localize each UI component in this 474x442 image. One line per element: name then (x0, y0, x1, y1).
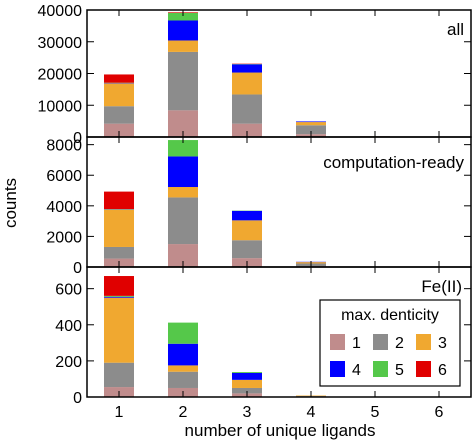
legend-label-2: 2 (395, 335, 404, 352)
legend-label-6: 6 (438, 362, 447, 379)
bar-segment-1-denticity-2 (104, 246, 134, 259)
bar-segment-2-denticity-5 (168, 140, 198, 157)
bar-segment-3-denticity-4 (232, 210, 262, 221)
bar-segment-1-denticity-2 (104, 362, 134, 388)
x-tick-label: 1 (115, 404, 124, 421)
bar-segment-4-denticity-3 (296, 122, 326, 126)
bar-segment-3-denticity-5 (232, 372, 262, 373)
bar-segment-2-denticity-2 (168, 51, 198, 111)
panel-1: 0 10000 20000 30000 40000 all (38, 3, 472, 147)
bar-segment-1-denticity-6 (104, 276, 134, 296)
x-tick-label: 2 (179, 404, 188, 421)
legend-label-3: 3 (438, 335, 447, 352)
legend-swatch-4 (330, 361, 345, 377)
bar-segment-1-denticity-3 (104, 83, 134, 107)
panel-label: Fe(II) (421, 277, 462, 296)
panel-2: 0 2000 4000 6000 8000 computation-ready (46, 136, 472, 277)
bar-segment-3-denticity-3 (232, 220, 262, 241)
x-tick-label: 5 (371, 404, 380, 421)
y-tick-label: 0 (73, 130, 82, 147)
panel-3: 0 200 400 600 Fe(II) (55, 266, 472, 407)
bar-segment-3-denticity-1 (232, 123, 262, 137)
bar-segment-3-denticity-4 (232, 64, 262, 73)
bar-segment-3-denticity-3 (232, 379, 262, 388)
panel-frame (86, 266, 472, 398)
bar-segment-2-denticity-5 (168, 12, 198, 21)
y-tick-label: 600 (55, 282, 82, 299)
x-tick-label: 3 (243, 404, 252, 421)
y-tick-label: 0 (73, 390, 82, 407)
y-tick-label: 400 (55, 318, 82, 335)
y-tick-label: 30000 (38, 35, 83, 52)
bar-segment-4-denticity-4 (296, 121, 326, 123)
bar-segment-3-denticity-2 (232, 240, 262, 259)
panels: 010000200003000040000all0200040006000800… (38, 3, 472, 421)
bar-segment-2-denticity-3 (168, 187, 198, 198)
x-tick-label: 4 (307, 404, 316, 421)
legend-swatch-1 (330, 334, 345, 350)
y-tick-label: 2000 (46, 229, 82, 246)
legend-swatch-5 (373, 361, 388, 377)
bar-segment-1-denticity-2 (104, 106, 134, 124)
bar-segment-2-denticity-4 (168, 20, 198, 41)
bar-segment-2-denticity-5 (168, 322, 198, 344)
panel-label: computation-ready (323, 153, 464, 172)
legend: max. denticity 1 2 3 4 5 6 (319, 299, 461, 387)
y-tick-label: 40000 (38, 3, 83, 20)
y-tick-label: 8000 (46, 138, 82, 155)
bar-segment-1-denticity-6 (104, 191, 134, 210)
bar-segment-2-denticity-3 (168, 40, 198, 52)
legend-label-4: 4 (352, 362, 361, 379)
bar-segment-2-denticity-1 (168, 244, 198, 267)
y-tick-label: 6000 (46, 168, 82, 185)
legend-label-1: 1 (352, 335, 361, 352)
bar-segment-3-denticity-3 (232, 72, 262, 95)
panel-frame (86, 9, 472, 138)
bar-segment-3-denticity-2 (232, 94, 262, 124)
legend-swatch-3 (416, 334, 431, 350)
y-tick-label: 10000 (38, 98, 83, 115)
bar-segment-1-denticity-3 (104, 297, 134, 363)
panel-label: all (447, 20, 464, 39)
y-tick-label: 0 (73, 260, 82, 277)
legend-swatch-6 (416, 361, 431, 377)
bar-segment-3-denticity-4 (232, 372, 262, 380)
bar-segment-4-denticity-2 (296, 125, 326, 135)
bar-segment-1-denticity-4 (104, 296, 134, 298)
bar-segment-3-denticity-2 (232, 387, 262, 394)
legend-title: max. denticity (341, 307, 439, 324)
y-axis-label: counts (1, 178, 20, 228)
y-tick-label: 200 (55, 354, 82, 371)
x-tick-labels: 1 2 3 4 5 6 (115, 404, 444, 421)
legend-swatch-2 (373, 334, 388, 350)
bar-segment-2-denticity-2 (168, 197, 198, 245)
bar-segment-1-denticity-6 (104, 74, 134, 83)
bar-segment-1-denticity-3 (104, 209, 134, 247)
y-tick-label: 4000 (46, 199, 82, 216)
bar-segment-1-denticity-1 (104, 123, 134, 137)
bar-segment-2-denticity-2 (168, 371, 198, 388)
bar-segment-1-denticity-5 (104, 295, 134, 297)
legend-label-5: 5 (395, 362, 404, 379)
bar-segment-2-denticity-4 (168, 343, 198, 366)
y-tick-label: 20000 (38, 67, 83, 84)
x-axis-label: number of unique ligands (185, 421, 376, 440)
x-tick-label: 6 (435, 404, 444, 421)
bar-segment-2-denticity-4 (168, 156, 198, 188)
bar-segment-2-denticity-3 (168, 365, 198, 372)
